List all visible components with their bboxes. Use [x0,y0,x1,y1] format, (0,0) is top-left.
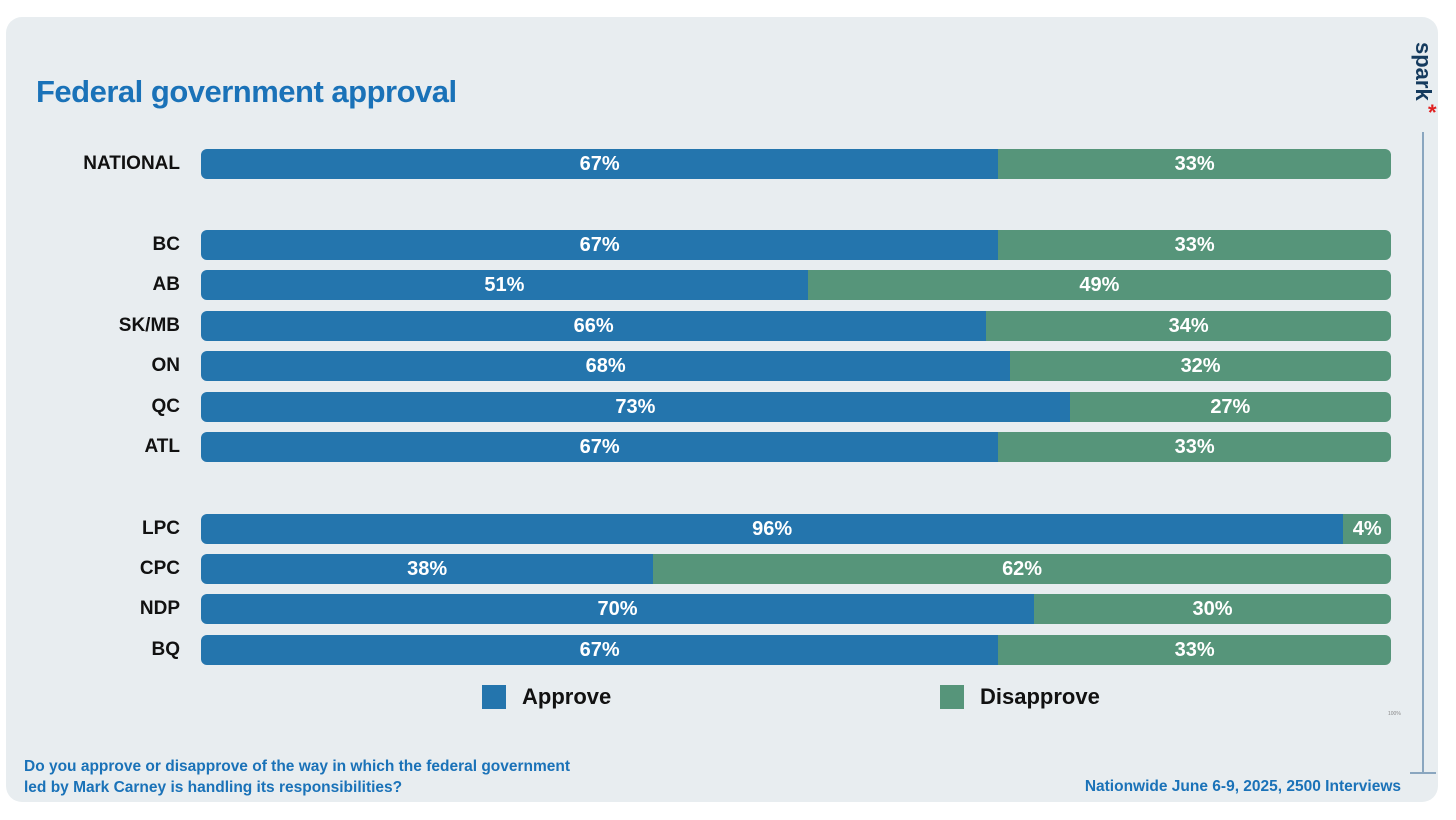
category-label: AB [152,274,180,295]
bar-segment-approve: 67% [201,635,999,665]
bar-segment-disapprove: 33% [998,149,1391,179]
bar-segment-approve: 70% [201,594,1034,624]
bar-segment-approve: 96% [201,514,1344,544]
chart-title: Federal government approval [36,74,457,109]
bar-segment-approve: 66% [201,311,987,341]
category-label: NDP [139,598,180,619]
bar-segment-disapprove: 62% [653,554,1391,584]
category-label: BC [152,234,180,255]
survey-question: Do you approve or disapprove of the way … [24,758,571,796]
bar-segment-disapprove: 33% [998,432,1391,462]
category-label: QC [151,396,181,417]
legend-label: Disapprove [980,684,1100,709]
bar-segment-approve: 67% [201,432,999,462]
legend-disapprove: Disapprove [940,684,1100,710]
logo-star-icon: * [1428,100,1437,125]
bar-segment-disapprove: 34% [986,311,1391,341]
bar-segment-disapprove: 27% [1069,392,1391,422]
legend-approve: Approve [482,684,611,710]
bar-segment-disapprove: 49% [807,270,1391,300]
axis-max-label: 100% [1388,711,1401,717]
category-label: LPC [142,518,180,539]
bar-segment-approve: 51% [201,270,808,300]
bar-segment-disapprove: 4% [1343,514,1391,544]
category-label: CPC [139,558,180,579]
category-label: BQ [151,639,181,660]
category-label: SK/MB [118,315,180,336]
bar-segment-approve: 38% [201,554,654,584]
divider [1422,132,1424,772]
bar-segment-approve: 67% [201,149,999,179]
legend-label: Approve [522,684,612,709]
bar-segment-approve: 67% [201,230,999,260]
legend-swatch-disapprove [940,685,964,709]
bar-segment-disapprove: 32% [1010,351,1391,381]
divider [1410,772,1436,774]
category-label: ATL [144,436,180,457]
category-label: NATIONAL [83,153,180,174]
bar-segment-disapprove: 33% [998,635,1391,665]
spark-logo: spark [1411,42,1436,101]
survey-source: Nationwide June 6-9, 2025, 2500 Intervie… [1084,778,1401,795]
category-label: ON [151,355,181,376]
bar-segment-approve: 68% [201,351,1011,381]
bar-segment-approve: 73% [201,392,1070,422]
legend-swatch-approve [482,685,506,709]
bar-segment-disapprove: 33% [998,230,1391,260]
bar-segment-disapprove: 30% [1034,594,1391,624]
